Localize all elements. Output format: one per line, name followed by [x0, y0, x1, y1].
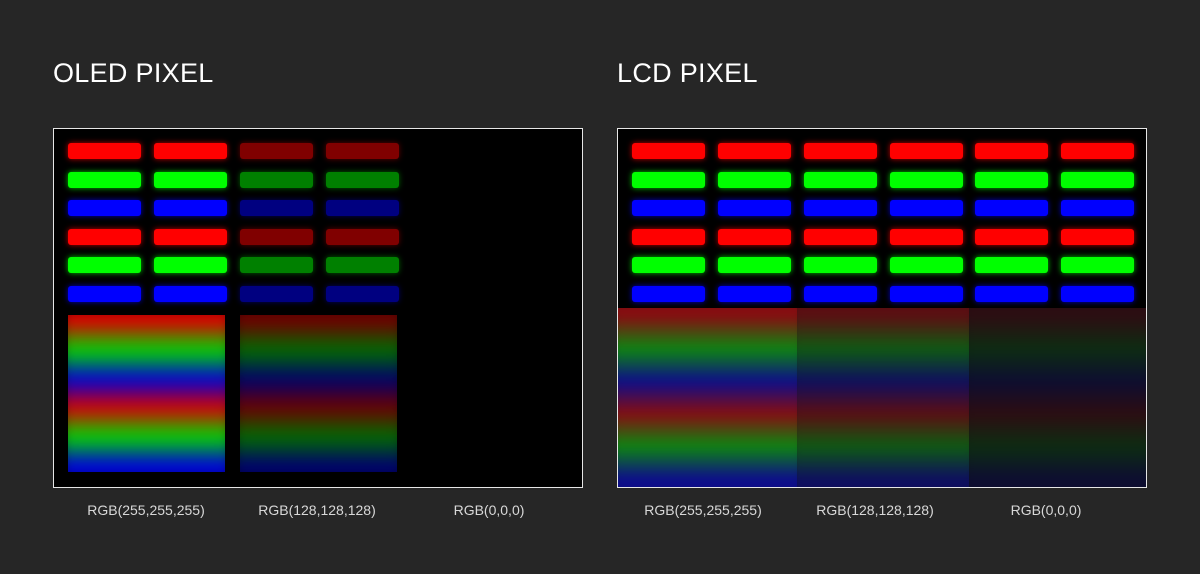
lcd-backlight-section [618, 308, 797, 487]
oled-subpixel-red [68, 143, 141, 159]
lcd-pixel-display [617, 128, 1147, 488]
lcd-subpixel-red [632, 143, 705, 159]
oled-caption-white: RGB(255,255,255) [87, 502, 205, 518]
lcd-subpixel-green [632, 171, 705, 188]
oled-subpixel-green [154, 257, 227, 273]
oled-caption-gray: RGB(128,128,128) [258, 502, 376, 518]
oled-subpixel-green [326, 257, 399, 273]
lcd-subpixel-blue [718, 285, 791, 302]
lcd-subpixel-blue [632, 200, 705, 216]
lcd-subpixel-red [718, 228, 791, 245]
lcd-subpixel-red [890, 228, 963, 245]
lcd-subpixel-green [718, 257, 791, 273]
oled-subpixel-blue [240, 285, 313, 302]
lcd-subpixel-blue [804, 285, 877, 302]
oled-subpixel-red [326, 143, 399, 159]
lcd-subpixel-green [890, 257, 963, 273]
oled-subpixel-blue [326, 285, 399, 302]
lcd-caption-black: RGB(0,0,0) [1010, 502, 1082, 518]
oled-subpixel-blue [326, 200, 399, 216]
oled-subpixel-blue [154, 285, 227, 302]
oled-subpixel-blue [154, 200, 227, 216]
oled-mixed-color-frame [68, 315, 225, 472]
oled-subpixel-red [240, 143, 313, 159]
oled-caption-black: RGB(0,0,0) [453, 502, 525, 518]
oled-subpixel-green [240, 257, 313, 273]
lcd-subpixel-green [975, 257, 1048, 273]
lcd-subpixel-green [975, 171, 1048, 188]
lcd-panel-title: LCD PIXEL [617, 58, 758, 88]
oled-mixed-color-frame [240, 315, 397, 472]
lcd-subpixel-green [632, 257, 705, 273]
lcd-backlight-section [797, 308, 969, 487]
oled-mixed-color-block [240, 315, 397, 472]
oled-subpixel-red [68, 228, 141, 245]
lcd-backlight-leak [618, 308, 797, 487]
lcd-subpixel-red [632, 228, 705, 245]
lcd-caption-white: RGB(255,255,255) [644, 502, 762, 518]
oled-subpixel-green [68, 257, 141, 273]
oled-pixel-display [53, 128, 583, 488]
lcd-subpixel-green [1061, 171, 1134, 188]
lcd-subpixel-red [804, 143, 877, 159]
lcd-subpixel-red [890, 143, 963, 159]
oled-subpixel-green [68, 171, 141, 188]
oled-subpixel-green [154, 171, 227, 188]
lcd-subpixel-blue [1061, 200, 1134, 216]
lcd-subpixel-green [804, 171, 877, 188]
lcd-subpixel-green [1061, 257, 1134, 273]
lcd-subpixel-green [804, 257, 877, 273]
lcd-backlight-leak [969, 308, 1146, 487]
lcd-subpixel-green [718, 171, 791, 188]
lcd-subpixel-blue [632, 285, 705, 302]
lcd-subpixel-blue [804, 200, 877, 216]
lcd-subpixel-red [804, 228, 877, 245]
lcd-subpixel-blue [890, 285, 963, 302]
oled-subpixel-blue [240, 200, 313, 216]
oled-subpixel-red [326, 228, 399, 245]
lcd-subpixel-red [975, 143, 1048, 159]
lcd-subpixel-blue [890, 200, 963, 216]
oled-subpixel-red [240, 228, 313, 245]
lcd-caption-gray: RGB(128,128,128) [816, 502, 934, 518]
lcd-subpixel-blue [1061, 285, 1134, 302]
lcd-backlight-section [969, 308, 1146, 487]
lcd-subpixel-blue [975, 285, 1048, 302]
lcd-subpixel-red [975, 228, 1048, 245]
lcd-subpixel-green [890, 171, 963, 188]
oled-subpixel-red [154, 228, 227, 245]
lcd-subpixel-red [1061, 228, 1134, 245]
oled-panel-title: OLED PIXEL [53, 58, 214, 88]
oled-subpixel-green [326, 171, 399, 188]
lcd-subpixel-red [1061, 143, 1134, 159]
oled-subpixel-blue [68, 285, 141, 302]
oled-subpixel-green [240, 171, 313, 188]
lcd-backlight-leak [797, 308, 969, 487]
oled-mixed-color-block [68, 315, 225, 472]
oled-subpixel-red [154, 143, 227, 159]
lcd-subpixel-red [718, 143, 791, 159]
lcd-subpixel-blue [718, 200, 791, 216]
oled-subpixel-blue [68, 200, 141, 216]
lcd-subpixel-blue [975, 200, 1048, 216]
